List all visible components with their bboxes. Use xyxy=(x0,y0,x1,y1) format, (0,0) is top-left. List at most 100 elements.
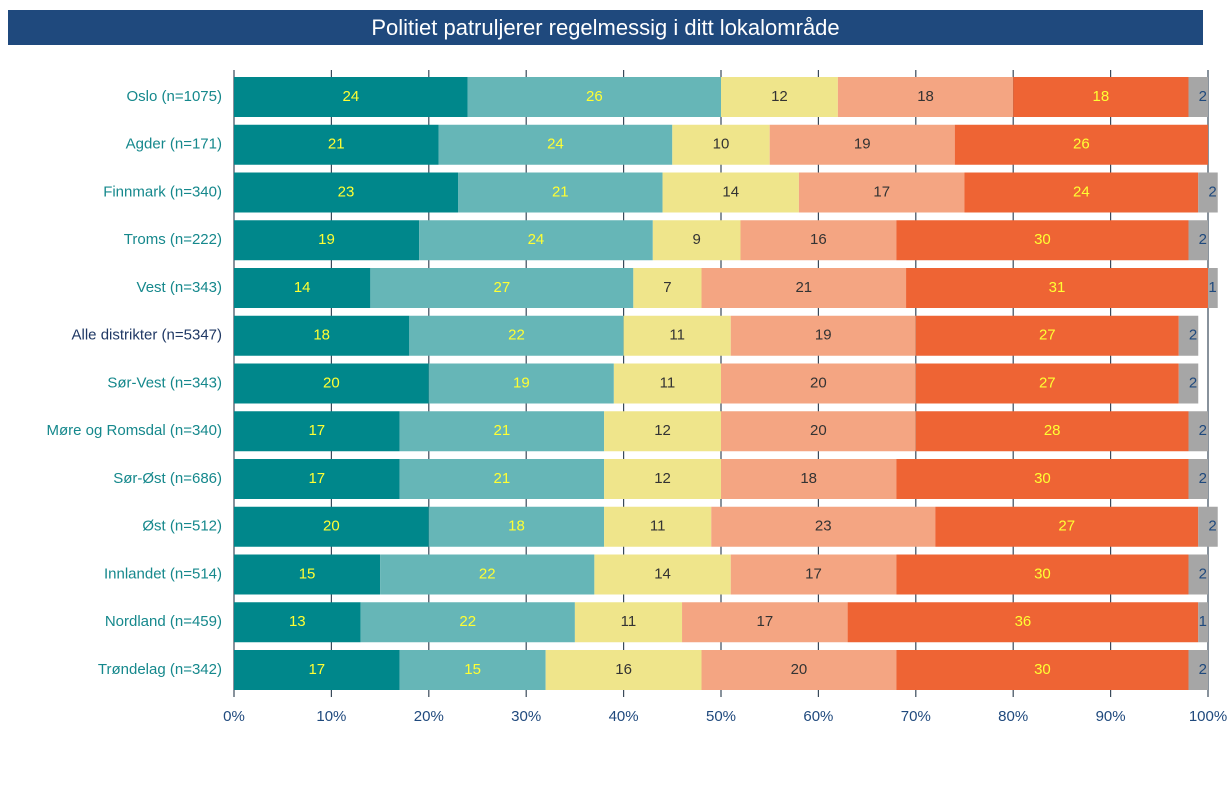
bar-segment xyxy=(234,363,429,404)
data-label: 2 xyxy=(1199,661,1207,678)
data-label: 2 xyxy=(1208,518,1216,535)
bar-segment xyxy=(399,411,605,452)
data-label: 19 xyxy=(854,136,871,153)
data-label: 30 xyxy=(1034,661,1051,678)
bar-segment xyxy=(467,77,721,117)
data-label: 26 xyxy=(1073,136,1090,153)
bar-segment xyxy=(399,650,546,690)
bar-segment xyxy=(798,172,965,213)
data-label: 2 xyxy=(1189,374,1197,391)
data-label: 20 xyxy=(323,518,340,535)
y-tick-label: Møre og Romsdal (n=340) xyxy=(47,422,223,439)
data-label: 16 xyxy=(615,661,632,678)
data-label: 19 xyxy=(815,327,832,344)
data-label: 17 xyxy=(756,613,773,630)
bar-segment xyxy=(419,220,653,261)
data-label: 27 xyxy=(1039,327,1056,344)
bar-segment xyxy=(623,315,731,356)
data-label: 18 xyxy=(313,327,330,344)
bar-segment xyxy=(730,315,916,356)
bar-segment xyxy=(954,124,1208,165)
data-label: 2 xyxy=(1208,183,1216,200)
bar-segment xyxy=(915,411,1189,452)
bar-segment xyxy=(234,124,439,165)
data-label: 24 xyxy=(1073,183,1090,200)
bar-segment xyxy=(234,172,459,213)
bar-segment xyxy=(896,554,1189,595)
x-tick-label: 50% xyxy=(706,708,736,725)
data-label: 28 xyxy=(1044,422,1061,439)
data-label: 14 xyxy=(722,183,739,200)
bar-segment xyxy=(701,268,907,308)
bar-segment xyxy=(1188,554,1208,595)
bar-segment xyxy=(896,459,1189,499)
data-label: 19 xyxy=(318,231,335,248)
bar-segment xyxy=(370,268,634,308)
bar-segment xyxy=(234,315,410,356)
data-label: 17 xyxy=(308,661,325,678)
bar-segment xyxy=(1198,172,1218,213)
bar-segment xyxy=(721,459,897,499)
data-label: 30 xyxy=(1034,470,1051,487)
data-label: 18 xyxy=(800,470,817,487)
bar-segment xyxy=(682,602,848,643)
bar-segment xyxy=(438,124,673,165)
data-label: 16 xyxy=(810,231,827,248)
data-label: 19 xyxy=(513,374,530,391)
bar-segment xyxy=(234,220,420,261)
data-label: 36 xyxy=(1015,613,1032,630)
data-label: 24 xyxy=(528,231,545,248)
data-label: 22 xyxy=(508,327,525,344)
data-label: 14 xyxy=(294,279,311,296)
data-label: 17 xyxy=(308,422,325,439)
data-label: 11 xyxy=(650,518,666,535)
bar-segment xyxy=(730,554,897,595)
bar-segment xyxy=(1188,411,1208,452)
data-label: 9 xyxy=(692,231,700,248)
data-label: 11 xyxy=(621,613,637,630)
bar-segment xyxy=(409,315,624,356)
bar-segment xyxy=(769,124,955,165)
bar-segment xyxy=(906,268,1208,308)
data-label: 1 xyxy=(1199,613,1207,630)
y-tick-label: Vest (n=343) xyxy=(137,279,222,296)
data-label: 2 xyxy=(1199,422,1207,439)
data-label: 2 xyxy=(1189,327,1197,344)
x-tick-label: 0% xyxy=(223,708,245,725)
data-label: 23 xyxy=(338,183,355,200)
y-tick-label: Oslo (n=1075) xyxy=(127,88,222,105)
bar-segment xyxy=(711,506,936,547)
bar-segment xyxy=(740,220,897,261)
x-tick-label: 10% xyxy=(316,708,346,725)
bar-segment xyxy=(721,77,838,117)
bar-segment xyxy=(428,506,605,547)
y-tick-label: Agder (n=171) xyxy=(126,136,222,153)
data-label: 20 xyxy=(810,374,827,391)
bar-segment xyxy=(1178,315,1199,356)
bar-segment xyxy=(594,554,731,595)
data-label: 24 xyxy=(343,88,360,105)
data-label: 11 xyxy=(660,374,676,391)
data-label: 27 xyxy=(1058,518,1075,535)
chart-title: Politiet patruljerer regelmessig i ditt … xyxy=(8,10,1203,45)
data-label: 24 xyxy=(547,136,564,153)
y-tick-label: Øst (n=512) xyxy=(142,518,222,535)
data-label: 2 xyxy=(1199,470,1207,487)
data-label: 2 xyxy=(1199,565,1207,582)
data-label: 30 xyxy=(1034,231,1051,248)
data-label: 26 xyxy=(586,88,603,105)
data-label: 17 xyxy=(308,470,325,487)
bar-segment xyxy=(896,650,1189,690)
bar-segment xyxy=(574,602,683,643)
bar-segment xyxy=(234,411,400,452)
bar-segment xyxy=(1188,77,1208,117)
bar-segment xyxy=(613,363,721,404)
data-label: 27 xyxy=(1039,374,1056,391)
bar-segment xyxy=(896,220,1189,261)
data-label: 23 xyxy=(815,518,832,535)
x-tick-label: 20% xyxy=(414,708,444,725)
y-tick-label: Alle distrikter (n=5347) xyxy=(72,327,222,344)
bar-segment xyxy=(847,602,1199,643)
data-label: 21 xyxy=(795,279,812,296)
